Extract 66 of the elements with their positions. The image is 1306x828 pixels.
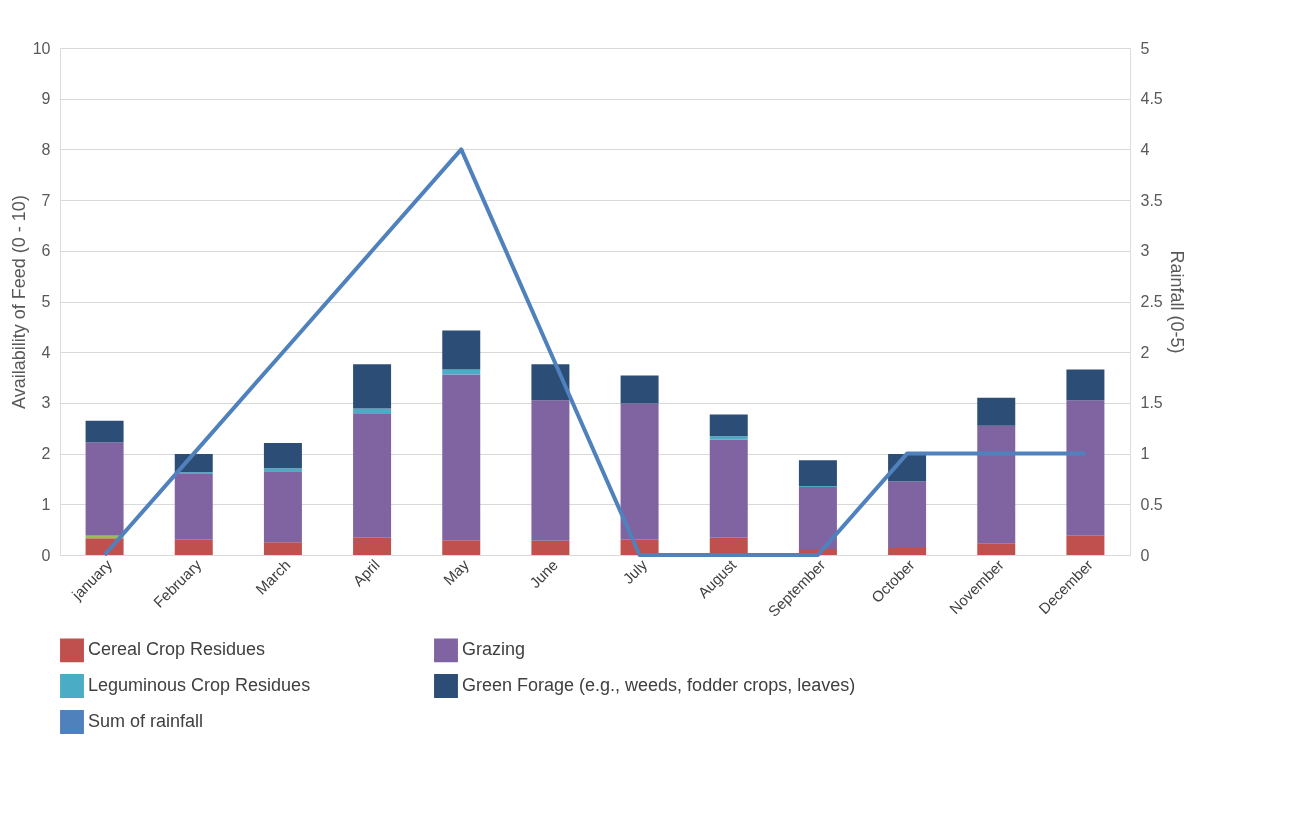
bar [888,547,927,555]
bar [798,487,837,549]
y-axis-title: Availability of Feed (0 - 10) [8,195,29,409]
bar [85,442,124,536]
bar [1066,535,1105,555]
y2-tick-label: 3.5 [1140,191,1163,209]
legend-label: Green Forage (e.g., weeds, fodder crops, leaves) [462,675,856,695]
bar [1066,400,1105,536]
bar [442,369,481,375]
y2-tick-label: 1 [1140,445,1150,463]
bar [531,540,570,555]
y2-tick-label: 2 [1140,343,1150,361]
bar [709,414,748,437]
bar [263,471,302,543]
bar [85,420,124,443]
bar [174,473,213,540]
y2-tick-label: 2.5 [1140,293,1163,310]
bar [353,364,392,409]
y2-axis-title: Rainfall (0-5) [1166,250,1187,354]
bar [620,375,659,404]
legend-label: Cereal Crop Residues [88,639,266,660]
bar [442,540,481,555]
legend-label: Leguminous Crop Residues [88,675,311,695]
bar [531,400,570,541]
line-series [102,147,1088,557]
y2-tick-label: 4 [1140,140,1150,158]
bar [709,436,748,440]
bar [1066,369,1105,401]
y-tick-label: 4 [41,343,51,361]
bar [531,364,570,401]
y2-tick-label: 4.5 [1140,90,1163,108]
y2-tick-label: 3 [1140,242,1150,260]
legend-label: Sum of rainfall [88,711,204,731]
y-tick-label: 7 [41,191,51,209]
y2-tick-label: 5 [1140,39,1150,57]
bar [798,460,837,487]
bar [709,439,748,538]
bar [977,543,1016,555]
bar [353,537,392,555]
bar [977,397,1016,426]
bar [263,542,302,555]
x-tick-label: May [439,555,473,589]
x-tick-label: July [619,555,651,587]
bar [442,330,481,370]
bar [442,374,481,541]
bar [174,539,213,555]
y-tick-label: 2 [41,445,51,463]
bar [977,425,1016,544]
bar [888,481,927,548]
y-tick-label: 9 [41,90,51,108]
y-tick-label: 8 [41,140,51,158]
y-tick-label: 0 [41,546,51,564]
bar [263,442,302,469]
y2-tick-label: 0 [1140,546,1150,564]
y2-tick-label: 0.5 [1140,495,1163,513]
y2-tick-label: 1.5 [1140,394,1163,412]
bar [263,468,302,472]
bar [353,408,392,415]
y-tick-label: 6 [41,242,51,260]
legend-label: Grazing [462,639,526,660]
bar [620,403,659,540]
bar [353,414,392,538]
y-tick-label: 1 [41,495,51,513]
y-tick-label: 5 [41,293,51,310]
y-tick-label: 10 [32,39,51,57]
y-tick-label: 3 [41,394,51,412]
